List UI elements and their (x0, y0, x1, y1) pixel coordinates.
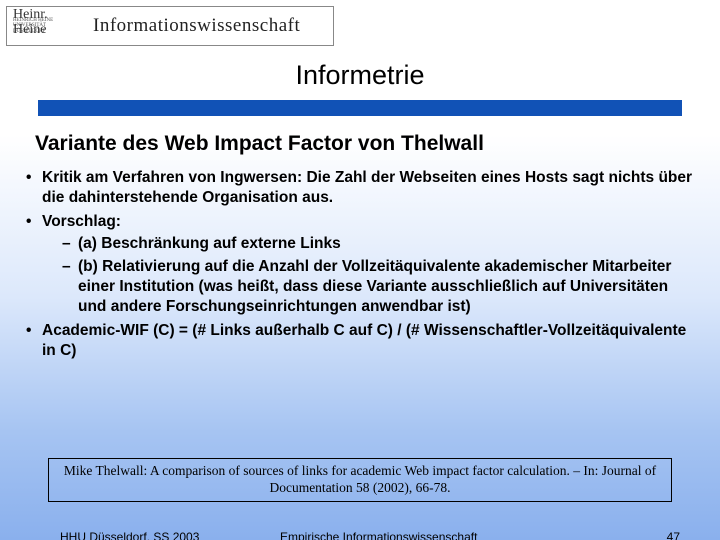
citation-box: Mike Thelwall: A comparison of sources o… (48, 458, 672, 502)
body-content: Kritik am Verfahren von Ingwersen: Die Z… (20, 168, 700, 364)
slide-subtitle: Variante des Web Impact Factor von Thelw… (35, 132, 484, 156)
bullet-3: Academic-WIF (C) = (# Links außerhalb C … (20, 321, 700, 361)
footer-page-number: 47 (667, 530, 680, 540)
signature-text: Heinr. Heine (13, 7, 83, 38)
page-title: Informetrie (0, 60, 720, 91)
department-name: Informationswissenschaft (93, 15, 300, 37)
title-container: Informetrie (0, 60, 720, 91)
bullet-1: Kritik am Verfahren von Ingwersen: Die Z… (20, 168, 700, 208)
bullet-2: Vorschlag: (a) Beschränkung auf externe … (20, 212, 700, 317)
footer-left: HHU Düsseldorf, SS 2003 (60, 530, 199, 540)
university-crest: Heinr. Heine HEINRICH HEINE UNIVERSITÄT … (13, 9, 83, 43)
university-logo-box: Heinr. Heine HEINRICH HEINE UNIVERSITÄT … (6, 6, 334, 46)
bullet-2-text: Vorschlag: (42, 213, 121, 230)
bullet-2a: (a) Beschränkung auf externe Links (42, 234, 700, 254)
title-underline-bar (38, 100, 682, 116)
footer-center: Empirische Informationswissenschaft (280, 530, 477, 540)
bullet-2b: (b) Relativierung auf die Anzahl der Vol… (42, 257, 700, 316)
